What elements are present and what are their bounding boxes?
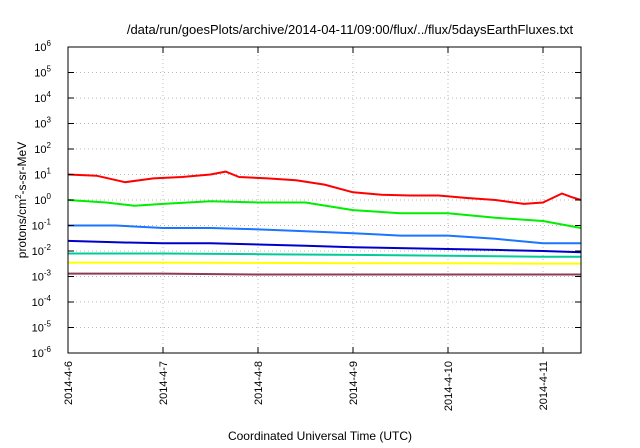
x-tick-label: 2014-4-6: [63, 361, 75, 405]
series-line-7: [68, 272, 581, 276]
series-layer: [67, 170, 582, 276]
y-tick-label: 100: [34, 192, 51, 207]
y-axis-label: protons/cm2-s-sr-MeV: [14, 142, 29, 258]
x-tick-label: 2014-4-7: [158, 361, 170, 405]
y-tick-label: 104: [34, 90, 51, 105]
series-line-1: [67, 170, 582, 205]
y-tick-label: 10-3: [32, 269, 52, 284]
y-tick-label: 10-6: [32, 345, 52, 360]
y-tick-label: 10-5: [32, 320, 52, 335]
x-tick-label: 2014-4-9: [348, 361, 360, 405]
chart-title: /data/run/goesPlots/archive/2014-04-11/0…: [127, 22, 574, 37]
x-tick-label: 2014-4-8: [253, 361, 265, 405]
y-axis-label-prefix: protons/cm: [15, 199, 29, 258]
grid: [68, 47, 581, 353]
x-tick-label: 2014-4-11: [538, 361, 550, 410]
y-tick-label: 10-1: [32, 218, 52, 233]
y-tick-label: 102: [34, 141, 51, 156]
x-axis-ticks: 2014-4-6 2014-4-7 2014-4-8 2014-4-9 2014-4-1…: [63, 47, 550, 411]
series-line-3: [68, 224, 581, 245]
y-tick-label: 106: [34, 39, 51, 54]
series-line-6: [68, 261, 581, 265]
y-axis-label-sup: 2: [14, 194, 23, 199]
y-tick-label: 105: [34, 65, 51, 80]
y-axis-label-suffix: -s-sr-MeV: [15, 142, 29, 195]
y-tick-label: 10-4: [32, 294, 52, 309]
x-tick-label: 2014-4-10: [443, 361, 455, 411]
x-axis-label: Coordinated Universal Time (UTC): [228, 429, 412, 443]
series-line-2: [67, 199, 582, 229]
series-line-4: [67, 239, 582, 254]
series-line-5: [68, 252, 581, 258]
y-tick-label: 103: [34, 116, 51, 131]
y-tick-label: 10-2: [32, 243, 52, 258]
y-axis-ticks: 10-6 10-5 10-4 10-3 10-2 10-1 100 101 102 103 104 1…: [32, 39, 581, 360]
y-tick-label: 101: [34, 167, 51, 182]
